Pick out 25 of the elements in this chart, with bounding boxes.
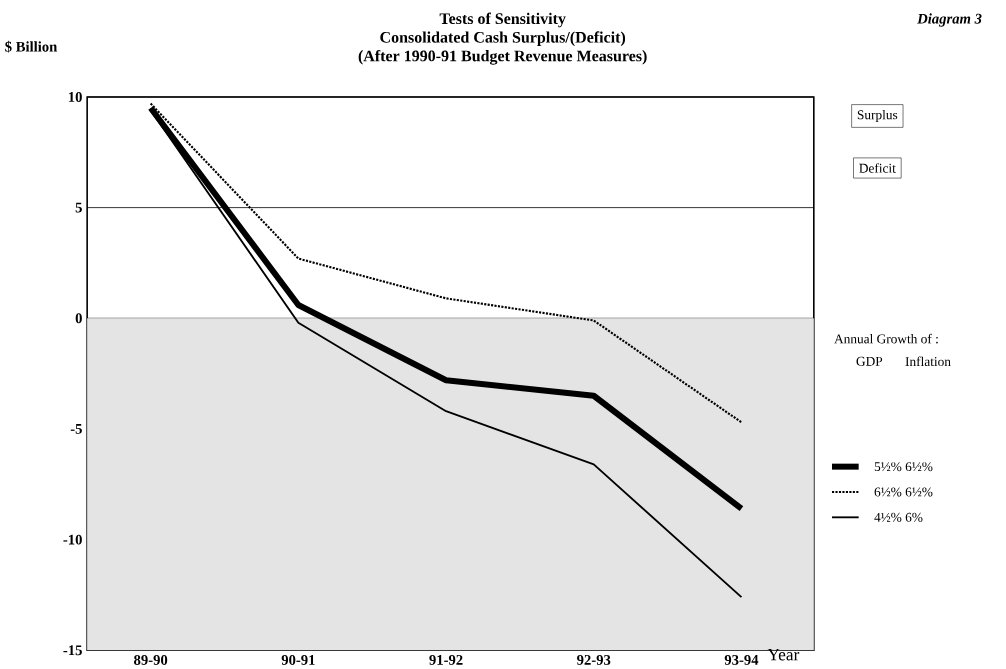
text: GDP [856,356,883,366]
x-tick-label: 91-92 [429,654,463,665]
x-tick-label: 89-90 [134,654,168,665]
legend-label: 4½% 6% [874,512,923,522]
text: Inflation [905,356,951,366]
x-axis-title: Year [767,648,800,661]
legend-label: 6½% 6½% [874,487,933,497]
y-tick-label: 5 [75,202,82,213]
y-tick-label: -10 [63,534,82,545]
text: Surplus [857,109,898,122]
text: (After 1990-91 Budget Revenue Measures) [358,49,647,65]
y-tick-label: -15 [63,645,82,656]
text: Diagram 3 [917,13,982,27]
y-axis-title: $ Billion [5,40,58,53]
x-tick-label: 92-93 [577,654,611,665]
legend-title: Annual Growth of : [834,333,938,344]
chart-title: Tests of Sensitivity [439,12,566,28]
x-tick-label: 90-91 [281,654,315,665]
y-tick-label: 10 [68,91,82,102]
chart-subtitle: Consolidated Cash Surplus/(Deficit) [380,31,626,46]
legend-label: 5½% 6½% [874,461,933,472]
y-tick-label: 0 [75,313,82,324]
y-tick-label: -5 [70,423,82,434]
x-tick-label: 93-94 [724,654,759,665]
text: Deficit [859,163,896,173]
